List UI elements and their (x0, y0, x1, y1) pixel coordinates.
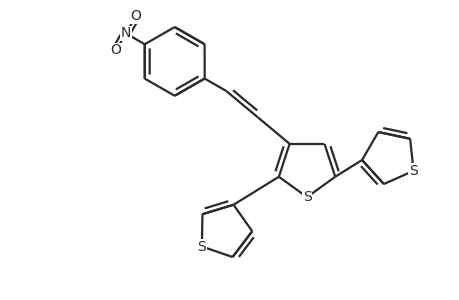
Text: S: S (408, 164, 417, 178)
Text: O: O (130, 9, 141, 23)
Text: O: O (110, 44, 121, 58)
Text: S: S (197, 239, 206, 254)
Text: S: S (302, 190, 311, 204)
Text: N: N (120, 26, 131, 40)
